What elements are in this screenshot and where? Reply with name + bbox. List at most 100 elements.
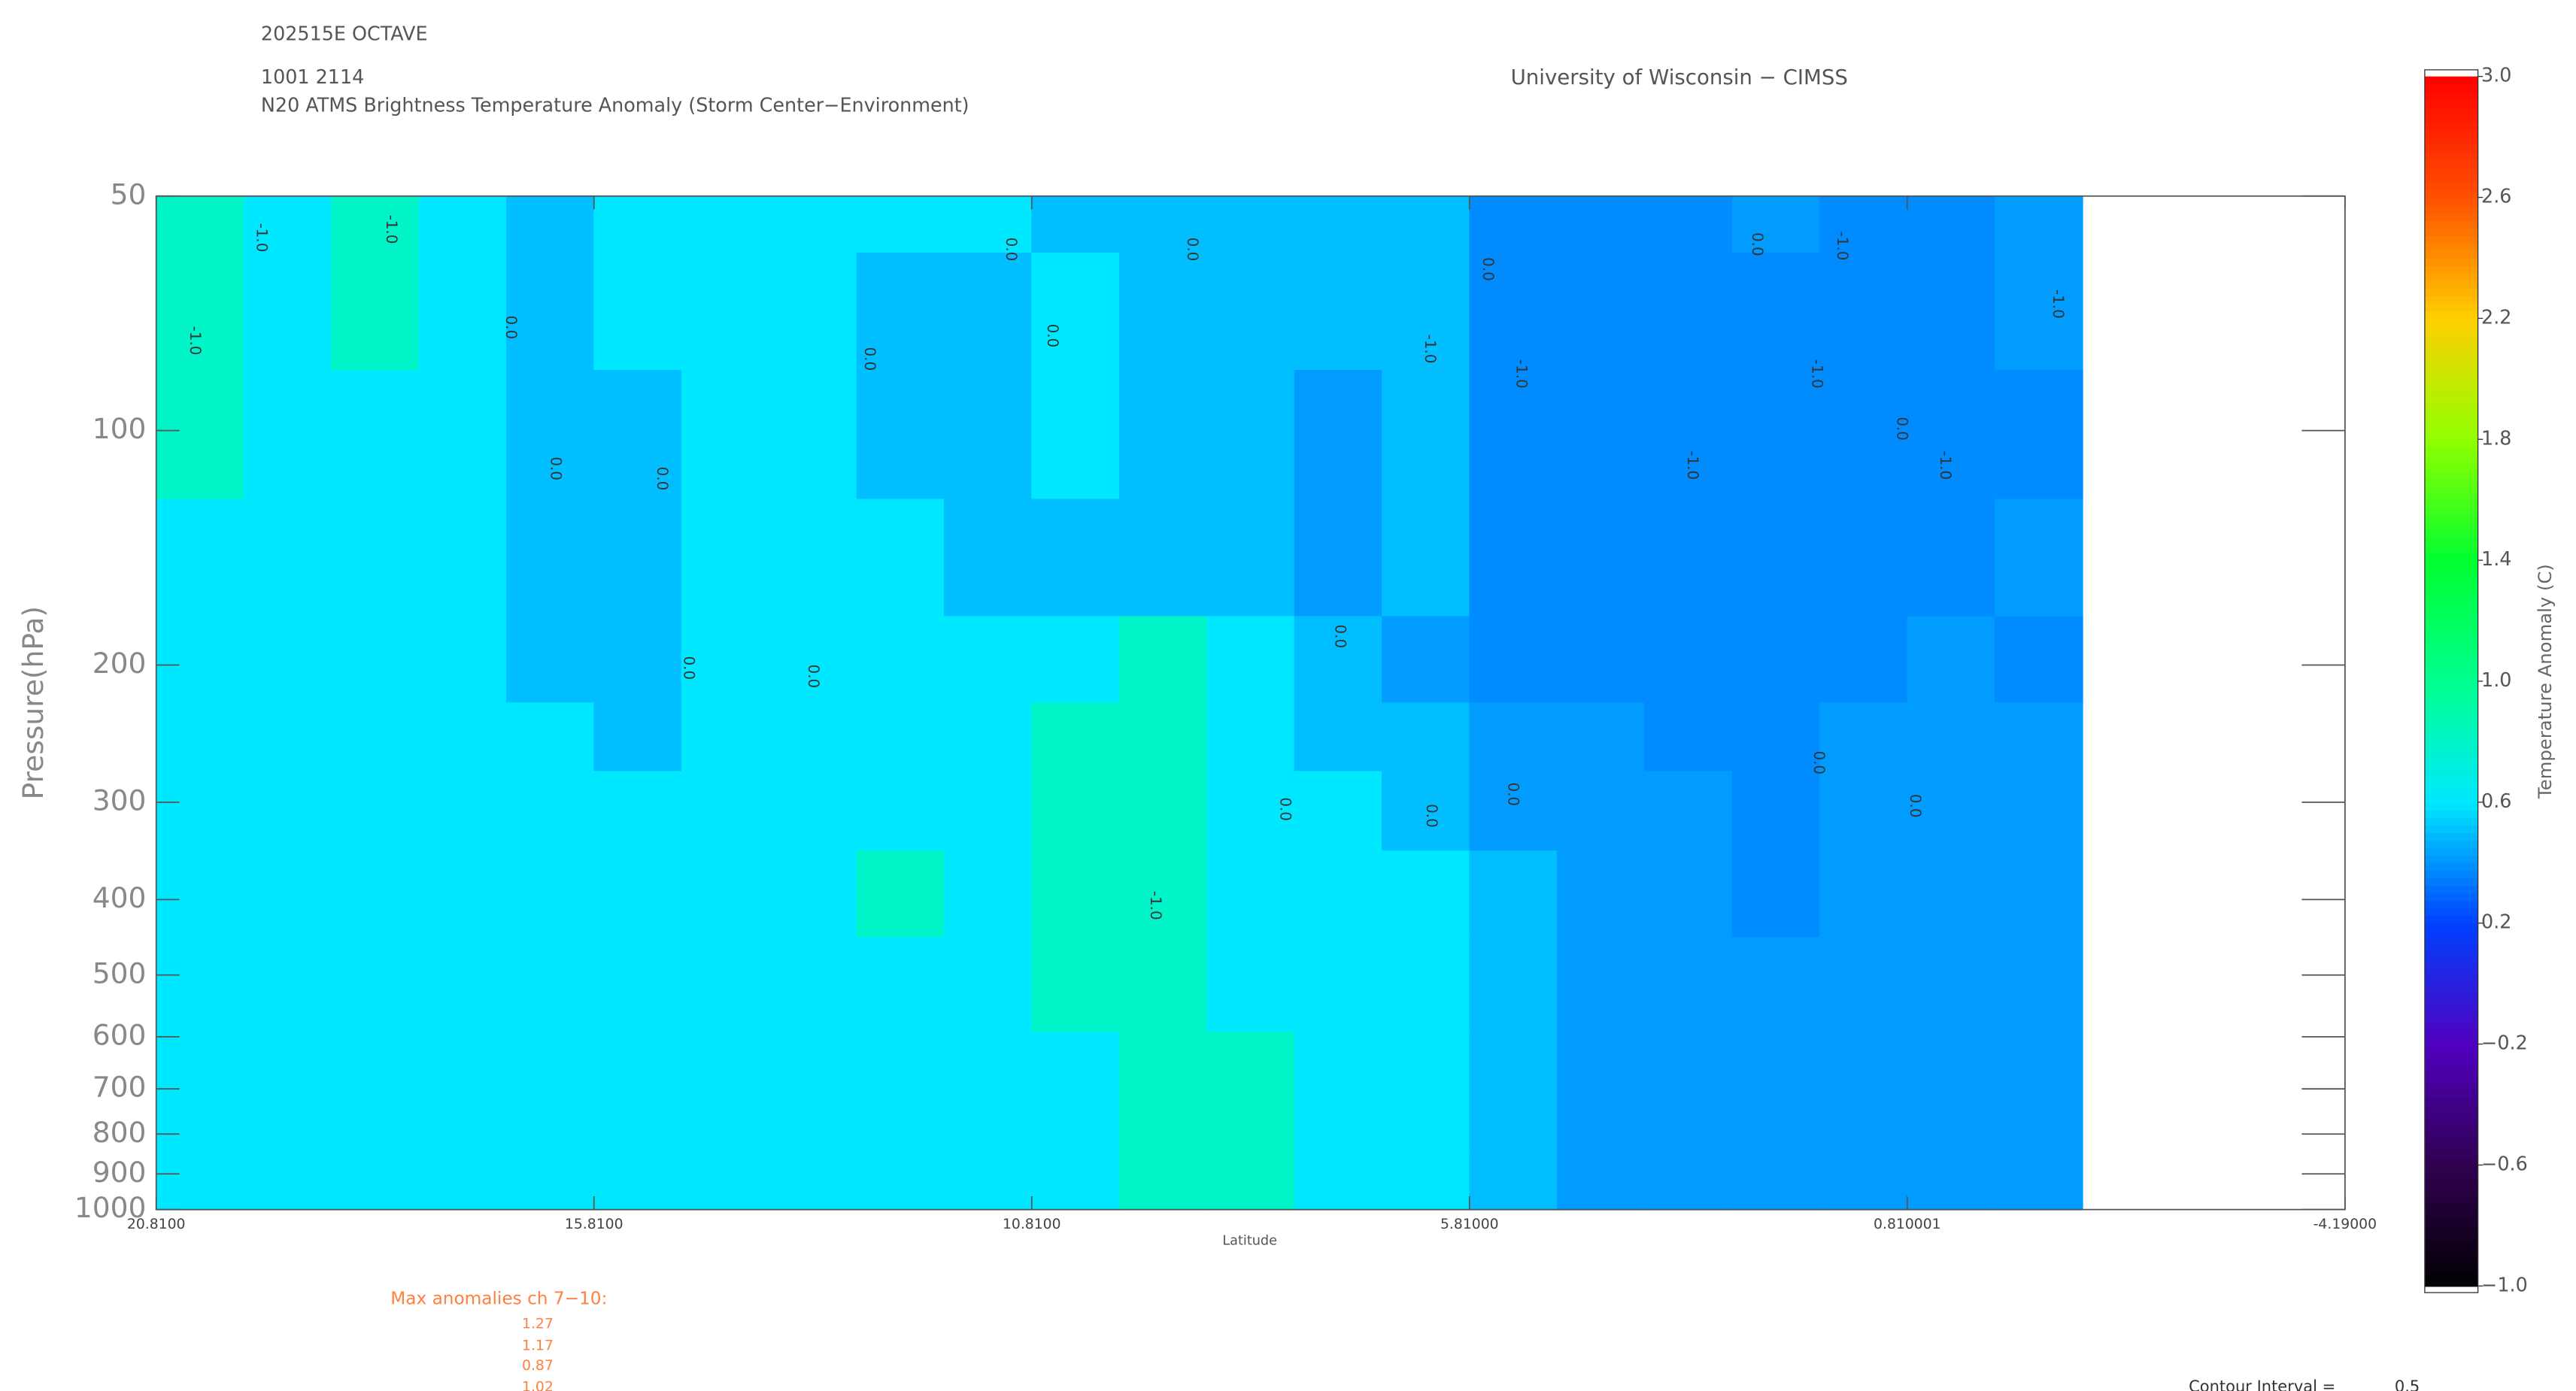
colorbar-slice: [2424, 553, 2478, 562]
field-cell: [1206, 499, 1295, 617]
colorbar-slice: [2424, 809, 2478, 819]
colorbar-slice: [2424, 1135, 2478, 1144]
field-cell: [593, 702, 683, 772]
colorbar-slice: [2424, 855, 2478, 864]
field-cell: [769, 195, 857, 254]
colorbar-tick-label: 2.2: [2481, 305, 2511, 328]
field-cell: [1118, 702, 1208, 772]
y-tick-label: 100: [93, 412, 147, 445]
colorbar-slice: [2424, 167, 2478, 176]
field-cell: [243, 253, 332, 371]
field-cell: [243, 771, 332, 852]
field-cell: [506, 253, 595, 371]
field-cell: [944, 771, 1033, 852]
colorbar-slice: [2424, 477, 2478, 486]
colorbar-slice: [2424, 605, 2478, 614]
contour-label: -1.0: [1809, 359, 1826, 389]
contour-label: -1.0: [1513, 359, 1530, 389]
field-cell: [331, 937, 420, 1033]
colorbar-slice: [2424, 817, 2478, 826]
colorbar-slice: [2424, 689, 2478, 698]
field-cell: [506, 1149, 595, 1211]
field-cell: [1469, 850, 1558, 938]
field-cell: [1469, 702, 1558, 772]
contour-label: 0.0: [548, 456, 565, 480]
field-cell: [1294, 702, 1383, 772]
field-cell: [769, 771, 857, 852]
colorbar-slice: [2424, 779, 2478, 788]
colorbar-slice: [2424, 749, 2478, 758]
colorbar-slice: [2424, 1172, 2478, 1181]
field-cell: [243, 1032, 332, 1150]
field-cell: [1206, 616, 1295, 704]
field-cell: [1206, 370, 1295, 500]
colorbar-slice: [2424, 1014, 2478, 1023]
field-cell: [593, 1032, 683, 1150]
colorbar-slice: [2424, 326, 2478, 335]
field-cell: [1556, 702, 1646, 772]
field-cell: [1994, 702, 2083, 772]
max-anomalies-label: Max anomalies ch 7−10:: [390, 1288, 607, 1308]
field-cell: [1118, 195, 1208, 254]
x-tick-label: 5.81000: [1440, 1217, 1499, 1232]
y-tick-label: 500: [93, 956, 147, 989]
field-cell: [1644, 771, 1734, 852]
colorbar-slice: [2424, 469, 2478, 478]
max-anomaly: 0.87: [522, 1358, 554, 1374]
field-cell: [1031, 195, 1121, 254]
colorbar-slice: [2424, 877, 2478, 886]
field-cell: [1382, 499, 1470, 617]
colorbar-slice: [2424, 1021, 2478, 1030]
colorbar-slice: [2424, 220, 2478, 229]
colorbar-slice: [2424, 1180, 2478, 1189]
field-cell: [769, 1032, 857, 1150]
colorbar-tick-label: 0.6: [2481, 789, 2511, 812]
colorbar-slice: [2424, 613, 2478, 622]
field-cell: [681, 850, 770, 938]
colorbar-slice: [2424, 462, 2478, 471]
colorbar-slice: [2424, 968, 2478, 977]
colorbar-slice: [2424, 726, 2478, 735]
field-cell: [1819, 937, 1908, 1033]
field-cell: [856, 937, 945, 1033]
header-line: 202515E OCTAVE: [261, 22, 428, 44]
field-cell: [681, 937, 770, 1033]
colorbar-slice: [2424, 1225, 2478, 1235]
contour-label: 0.0: [1044, 324, 1061, 348]
contour-label: 0.0: [1749, 232, 1766, 256]
colorbar-slice: [2424, 802, 2478, 811]
colorbar-slice: [2424, 417, 2478, 426]
field-cell: [1294, 1149, 1383, 1211]
field-cell: [856, 253, 945, 371]
x-tick-label: 20.8100: [127, 1217, 186, 1232]
field-cell: [506, 771, 595, 852]
field-cell: [243, 937, 332, 1033]
colorbar-slice: [2424, 129, 2478, 138]
field-cell: [1556, 253, 1646, 371]
field-cell: [944, 370, 1033, 500]
colorbar-slice: [2424, 568, 2478, 577]
field-cell: [418, 850, 508, 938]
field-cell: [418, 771, 508, 852]
colorbar-slice: [2424, 454, 2478, 463]
colorbar-slice: [2424, 1112, 2478, 1121]
field-cell: [1731, 616, 1821, 704]
field-cell: [1469, 370, 1558, 500]
contour-label: 0.0: [1479, 257, 1497, 281]
field-cell: [418, 616, 508, 704]
colorbar-slice: [2424, 386, 2478, 395]
colorbar-slice: [2424, 1256, 2478, 1265]
field-cell: [769, 937, 857, 1033]
colorbar-slice: [2424, 991, 2478, 1000]
field-cell: [506, 499, 595, 617]
colorbar-slice: [2424, 583, 2478, 592]
colorbar-tick-label: 1.0: [2481, 668, 2511, 691]
colorbar-slice: [2424, 1036, 2478, 1045]
field-cell: [1907, 850, 1996, 938]
colorbar-slice: [2424, 635, 2478, 644]
field-cell: [331, 370, 420, 500]
colorbar-slice: [2424, 953, 2478, 962]
colorbar-slice: [2424, 424, 2478, 433]
field-cell: [1118, 499, 1208, 617]
field-cell: [1819, 499, 1908, 617]
